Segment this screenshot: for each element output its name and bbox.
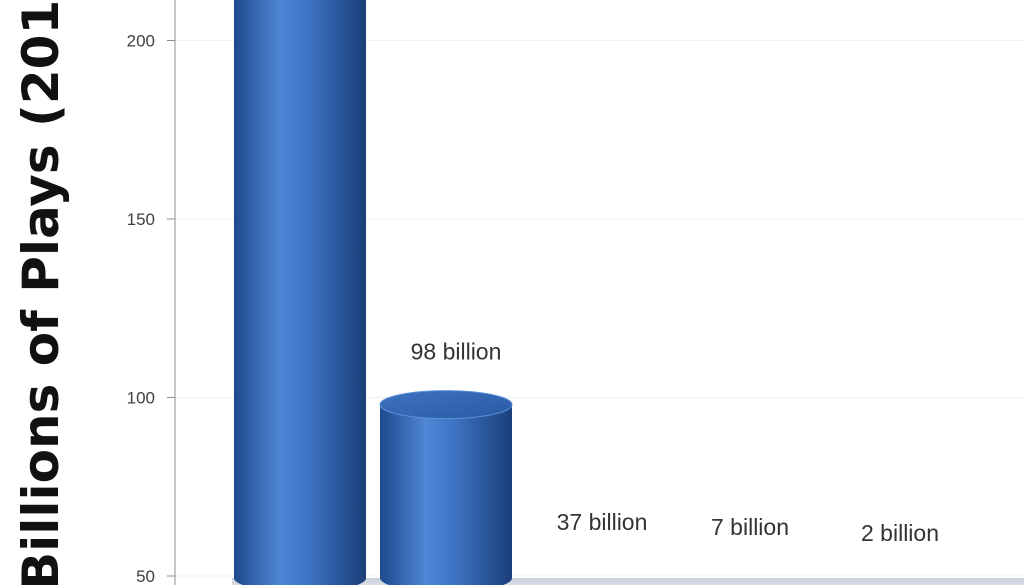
y-axis-title: Billions of Plays (2011) <box>12 0 70 585</box>
bar <box>379 390 513 585</box>
data-label: 37 billion <box>557 509 648 535</box>
y-tick-label: 200 <box>127 32 155 51</box>
data-labels: 98 billion 37 billion 7 billion 2 billion <box>411 339 939 546</box>
chart-floor <box>232 578 1024 585</box>
y-tick-label: 100 <box>127 389 155 408</box>
floor-strip <box>232 578 1024 585</box>
data-label: 7 billion <box>711 514 789 540</box>
bar-body <box>380 404 512 585</box>
data-label: 98 billion <box>411 339 502 365</box>
bar-body <box>234 0 366 585</box>
bar-top <box>379 390 513 420</box>
y-tick-label: 50 <box>136 567 155 585</box>
y-tick-label: 150 <box>127 210 155 229</box>
y-axis: 50100150200250300350 <box>127 0 176 585</box>
bars <box>234 0 513 585</box>
data-label: 2 billion <box>861 520 939 546</box>
bar <box>234 0 366 585</box>
